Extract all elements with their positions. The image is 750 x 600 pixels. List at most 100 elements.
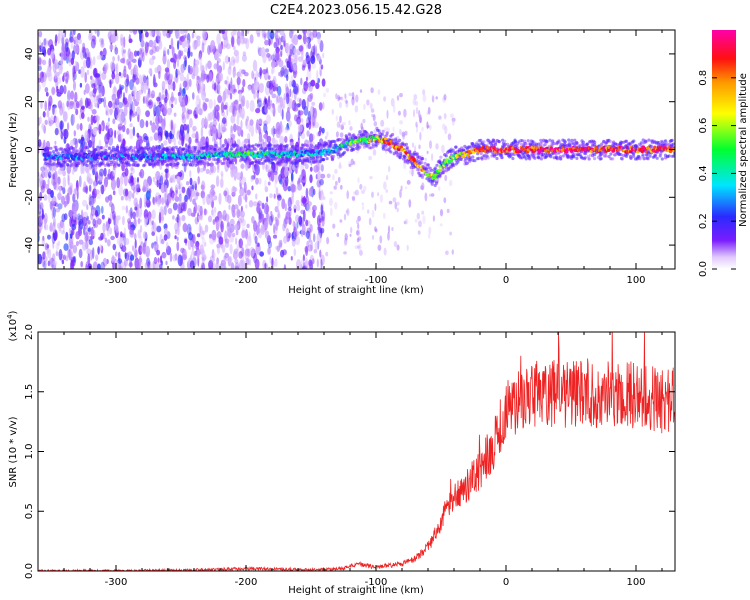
ridge-halo <box>296 146 300 150</box>
noise-speckle <box>161 94 165 101</box>
ridge-halo <box>251 144 255 148</box>
noise-speckle <box>217 129 221 138</box>
noise-speckle <box>354 189 359 196</box>
noise-speckle <box>173 137 177 147</box>
noise-speckle <box>160 197 165 204</box>
ridge-halo <box>285 143 289 148</box>
noise-speckle <box>172 215 175 220</box>
noise-speckle <box>304 163 309 170</box>
noise-speckle <box>158 70 161 80</box>
noise-speckle <box>215 261 220 269</box>
noise-speckle <box>160 216 164 221</box>
noise-speckle <box>323 92 326 98</box>
noise-speckle <box>188 232 193 241</box>
noise-speckle <box>212 136 215 142</box>
noise-speckle <box>266 67 269 74</box>
noise-speckle <box>54 127 59 136</box>
ridge-halo <box>271 161 275 165</box>
ridge-halo <box>127 162 131 166</box>
noise-speckle <box>451 249 454 255</box>
noise-speckle <box>139 119 145 129</box>
noise-speckle <box>153 110 156 117</box>
ridge-halo <box>63 159 68 163</box>
noise-speckle <box>234 259 239 264</box>
noise-speckle <box>190 241 194 248</box>
noise-speckle <box>211 80 215 89</box>
noise-speckle <box>114 129 117 139</box>
noise-speckle <box>148 39 154 48</box>
noise-speckle <box>121 205 126 211</box>
ridge-halo <box>61 163 65 167</box>
noise-speckle <box>180 202 186 212</box>
noise-speckle <box>72 65 75 78</box>
noise-speckle <box>258 101 264 108</box>
noise-speckle <box>388 165 391 173</box>
noise-speckle <box>224 252 229 259</box>
ridge-halo <box>370 131 374 135</box>
noise-speckle <box>238 68 243 78</box>
noise-speckle <box>57 240 61 247</box>
noise-speckle <box>188 67 193 75</box>
noise-speckle <box>306 130 310 137</box>
noise-speckle <box>148 213 151 223</box>
noise-speckle <box>271 93 277 99</box>
noise-speckle <box>447 133 452 141</box>
noise-speckle <box>263 133 268 139</box>
noise-speckle <box>297 183 303 191</box>
noise-speckle <box>298 216 303 227</box>
noise-speckle <box>258 177 262 185</box>
noise-speckle <box>127 61 132 70</box>
noise-speckle <box>267 181 271 186</box>
noise-speckle <box>164 184 168 192</box>
noise-speckle <box>386 109 389 119</box>
noise-speckle <box>182 223 188 233</box>
noise-speckle <box>293 34 299 46</box>
noise-speckle <box>150 90 156 99</box>
noise-speckle <box>238 238 243 249</box>
noise-speckle <box>198 98 201 106</box>
noise-speckle <box>287 197 292 209</box>
noise-speckle <box>58 185 62 194</box>
ridge-halo <box>104 148 108 152</box>
noise-speckle <box>47 260 51 267</box>
noise-speckle <box>320 173 326 179</box>
noise-speckle <box>123 65 127 71</box>
noise-speckle <box>57 192 62 201</box>
noise-speckle <box>197 176 200 185</box>
noise-speckle <box>190 51 193 57</box>
noise-speckle <box>275 187 279 196</box>
noise-speckle <box>123 65 127 72</box>
noise-speckle <box>44 87 49 93</box>
noise-speckle <box>176 68 180 76</box>
noise-speckle <box>322 196 326 201</box>
noise-speckle <box>444 112 447 120</box>
noise-speckle <box>38 77 42 83</box>
noise-speckle <box>254 258 260 269</box>
noise-speckle <box>318 130 321 137</box>
noise-speckle <box>264 230 270 239</box>
noise-speckle <box>114 63 117 72</box>
noise-speckle <box>246 223 250 229</box>
noise-speckle <box>79 106 85 114</box>
noise-speckle <box>226 222 231 232</box>
noise-speckle <box>198 50 203 59</box>
ridge-halo <box>500 153 504 157</box>
noise-speckle <box>238 92 243 102</box>
noise-speckle <box>100 232 104 240</box>
noise-speckle <box>228 105 233 113</box>
noise-speckle <box>62 221 65 233</box>
noise-speckle <box>421 126 424 132</box>
noise-speckle <box>132 85 137 96</box>
noise-speckle <box>135 209 140 218</box>
noise-speckle <box>143 82 147 95</box>
ridge-halo <box>254 147 258 152</box>
noise-speckle <box>41 72 47 83</box>
noise-speckle <box>415 106 419 115</box>
noise-speckle <box>211 229 217 241</box>
noise-speckle <box>189 117 193 128</box>
noise-speckle <box>208 98 213 109</box>
noise-speckle <box>227 66 232 76</box>
noise-speckle <box>339 219 343 223</box>
noise-speckle <box>134 111 137 116</box>
noise-speckle <box>413 109 415 118</box>
